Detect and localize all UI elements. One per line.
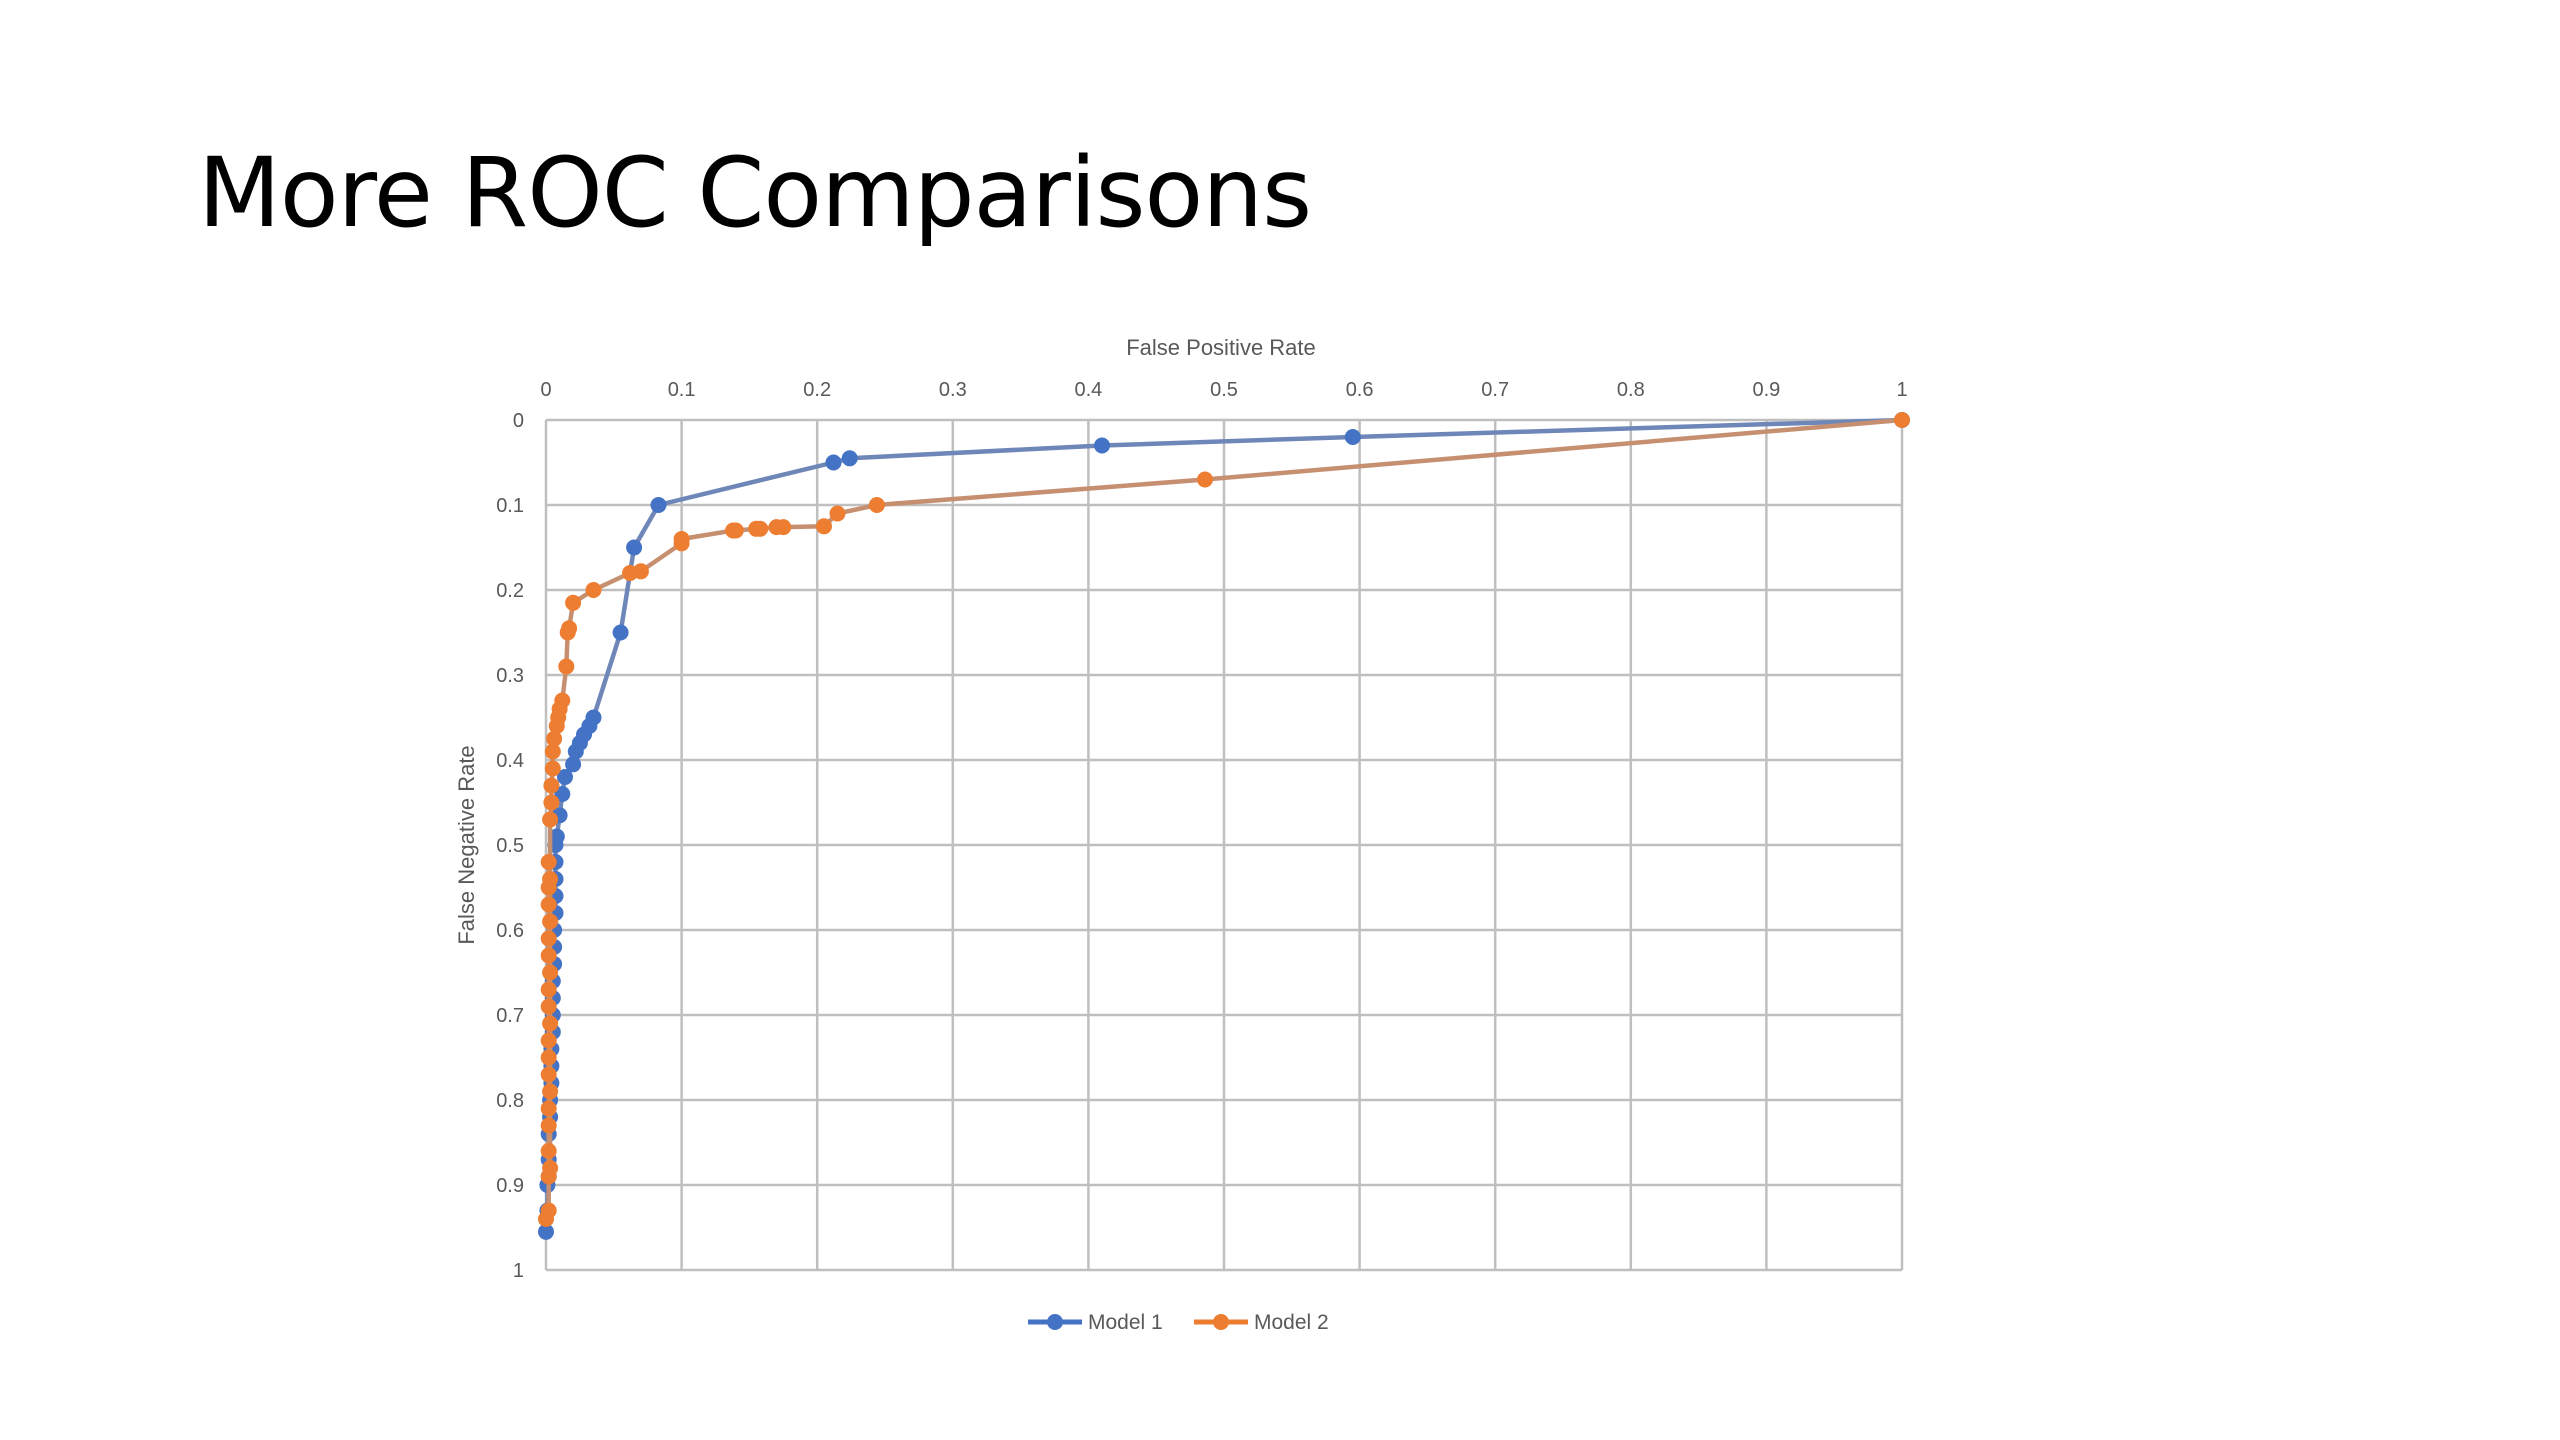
y-tick-label: 0.2	[496, 580, 524, 602]
x-tick-label: 0.2	[803, 379, 831, 401]
data-point	[540, 981, 557, 998]
data-point	[1894, 412, 1910, 428]
data-point	[538, 1223, 554, 1240]
axis-labels: False Positive Rate False Negative Rate	[454, 335, 1316, 945]
x-tick-label: 0.3	[939, 379, 967, 401]
data-point	[540, 1143, 557, 1159]
data-point	[841, 450, 858, 467]
data-point	[540, 998, 557, 1015]
y-tick-label: 0.8	[496, 1090, 524, 1112]
series	[538, 412, 1910, 1240]
data-point	[540, 930, 557, 947]
data-point	[542, 1083, 559, 1100]
data-point	[540, 1066, 557, 1083]
data-point	[546, 730, 563, 747]
y-tick-label: 0.7	[496, 1005, 524, 1027]
data-point	[752, 520, 769, 537]
data-point	[650, 497, 667, 513]
data-point	[829, 505, 846, 522]
series-model-2	[538, 412, 1910, 1227]
data-point	[632, 563, 649, 580]
data-point	[868, 497, 885, 513]
data-point	[825, 454, 842, 471]
y-tick-label: 1	[513, 1260, 524, 1282]
x-tick-label: 0.4	[1074, 379, 1102, 401]
grid: 0 0.1 0.2 0.3 0.4 0.5 0.6 0.7 0.8 0.9 1 0 0.1 0.2 0.3 0…	[496, 379, 1907, 1282]
x-tick-label: 0.1	[668, 379, 696, 401]
legend-marker	[1213, 1314, 1229, 1330]
data-point	[540, 1049, 557, 1066]
data-point	[540, 896, 557, 913]
data-point	[585, 709, 602, 726]
data-point	[542, 913, 559, 930]
data-point	[554, 692, 571, 709]
data-point	[542, 871, 559, 887]
data-point	[554, 786, 571, 802]
data-point	[585, 582, 602, 598]
x-tick-label: 0.7	[1481, 379, 1509, 401]
data-point	[542, 964, 559, 981]
data-point	[544, 743, 561, 760]
y-tick-label: 0.5	[496, 835, 524, 857]
y-tick-label: 0.3	[496, 665, 524, 687]
data-point	[542, 1160, 559, 1176]
x-tick-label: 0	[540, 379, 551, 401]
data-point	[540, 1202, 557, 1219]
y-axis-title: False Negative Rate	[454, 745, 479, 944]
legend-label: Model 2	[1254, 1311, 1329, 1334]
data-point	[612, 624, 629, 641]
data-point	[543, 777, 560, 794]
data-point	[543, 794, 560, 811]
y-tick-label: 0	[513, 410, 524, 432]
data-point	[557, 769, 573, 785]
data-point	[542, 1015, 559, 1032]
y-tick-label: 0.9	[496, 1175, 524, 1197]
y-tick-label: 0.6	[496, 920, 524, 942]
x-tick-label: 1	[1896, 379, 1907, 401]
data-point	[816, 518, 832, 535]
y-tick-label: 0.1	[496, 495, 524, 517]
x-tick-label: 0.6	[1346, 379, 1374, 401]
data-point	[561, 620, 578, 637]
data-point	[558, 658, 575, 675]
data-point	[1344, 429, 1361, 445]
data-point	[1197, 471, 1213, 488]
legend: Model 1 Model 2	[1028, 1311, 1329, 1334]
data-point	[544, 760, 561, 777]
legend-item: Model 2	[1194, 1311, 1329, 1334]
data-point	[540, 1100, 557, 1117]
data-point	[540, 947, 557, 964]
data-point	[540, 1032, 557, 1049]
x-tick-label: 0.5	[1210, 379, 1238, 401]
y-tick-label: 0.4	[496, 750, 524, 772]
data-point	[540, 854, 557, 870]
data-point	[727, 522, 744, 539]
data-point	[565, 756, 582, 773]
data-point	[542, 811, 559, 828]
data-point	[565, 594, 582, 611]
data-point	[1094, 437, 1110, 454]
data-point	[626, 539, 643, 556]
x-axis-title: False Positive Rate	[1126, 335, 1316, 360]
x-tick-label: 0.9	[1752, 379, 1780, 401]
legend-marker	[1047, 1314, 1063, 1330]
legend-label: Model 1	[1088, 1311, 1163, 1334]
legend-item: Model 1	[1028, 1311, 1163, 1334]
data-point	[540, 1117, 557, 1134]
data-point	[775, 519, 792, 536]
data-point	[548, 828, 565, 845]
data-point	[673, 531, 690, 547]
x-tick-label: 0.8	[1617, 379, 1645, 401]
slide-title: More ROC Comparisons	[198, 137, 1312, 249]
